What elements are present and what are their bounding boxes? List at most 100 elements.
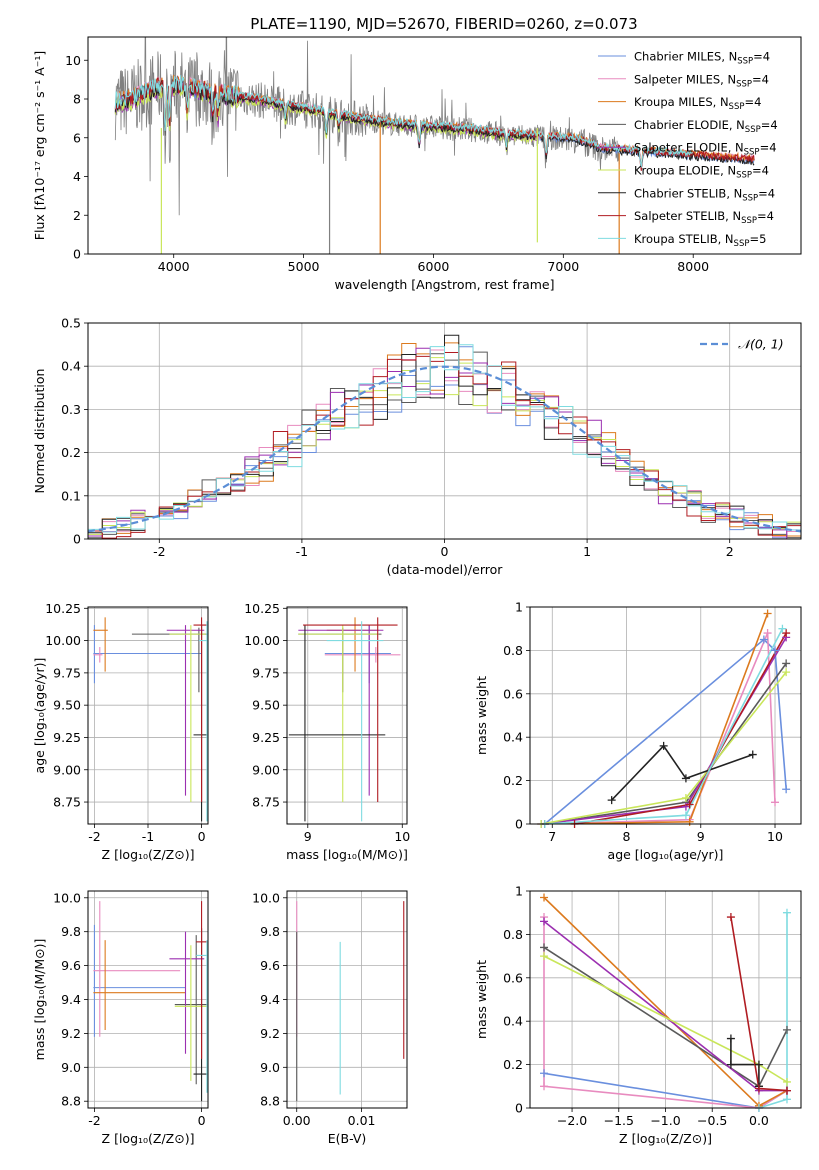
spectrum-frame <box>87 36 802 255</box>
weight-vs-age-ytick-label: 0.4 <box>503 730 523 745</box>
mass-vs-Z-frame <box>87 890 209 1109</box>
age-vs-Z-ytick-label: 9.50 <box>53 698 81 713</box>
residuals-ylabel: Normed distribution <box>32 369 47 494</box>
weight-vs-Z-xlabel: Z [log₁₀(Z/Z⊙)] <box>619 1131 712 1146</box>
mass-vs-Z-ytick-label: 9.4 <box>61 992 81 1007</box>
age-vs-Z-xtick-label: 0 <box>198 829 206 844</box>
weight-marker <box>540 952 549 961</box>
weight-vs-Z-xtick-label: 0.0 <box>749 1113 769 1128</box>
mass-vs-ebv-ytick-label: 9.4 <box>260 992 280 1007</box>
spectrum-xtick-label: 5000 <box>288 259 320 274</box>
legend-entry-sub: SSP <box>729 102 745 112</box>
weight-marker <box>726 1034 735 1043</box>
weight-marker <box>782 1077 791 1086</box>
weight-vs-age-xtick-label: 7 <box>548 829 556 844</box>
weight-marker <box>754 1084 763 1093</box>
weight-line-chabrier-stelib <box>611 744 753 801</box>
weight-line-salpeter-miles <box>544 632 776 824</box>
weight-line-chabrier-stelib <box>730 1038 760 1087</box>
mass-vs-ebv-xlabel: E(B-V) <box>328 1131 367 1146</box>
mass-vs-ebv-ytick-label: 8.8 <box>260 1094 280 1109</box>
weight-marker <box>763 629 772 638</box>
weight-marker <box>681 793 690 802</box>
age-vs-Z-frame <box>87 606 209 825</box>
age-vs-Z-xtick-label: -2 <box>88 829 100 844</box>
weight-vs-age-ytick-label: 0.2 <box>503 773 523 788</box>
histogram-kroupa-stelib <box>88 344 801 533</box>
weight-marker <box>748 750 757 759</box>
weight-vs-Z-xtick-label: −2.0 <box>557 1113 587 1128</box>
weight-vs-age-xtick-label: 9 <box>697 829 705 844</box>
legend-entry-tail: =4 <box>761 118 778 132</box>
spectrum-plot-area <box>114 37 755 254</box>
age-vs-Z-ylabel: age [log₁₀(age/yr)] <box>32 658 47 774</box>
legend-entry-sub: SSP <box>737 57 753 67</box>
weight-vs-Z-ytick-label: 0.6 <box>503 970 523 985</box>
mass-vs-ebv-xtick-label: 0.01 <box>348 1113 376 1128</box>
age-vs-mass-ytick-label: 9.00 <box>252 762 280 777</box>
legend-entry-sub: SSP <box>734 239 750 249</box>
weight-marker <box>540 917 549 926</box>
weight-vs-Z-ytick-label: 0.2 <box>503 1057 523 1072</box>
residuals-ytick-label: 0.5 <box>61 316 81 331</box>
legend-entry-tail: =4 <box>752 72 769 86</box>
spectrum-ylabel: Flux [fλ10⁻¹⁷ erg cm⁻² s⁻¹ A⁻¹] <box>32 51 47 240</box>
age-vs-mass-ytick-label: 8.75 <box>252 795 280 810</box>
weight-marker <box>782 1025 791 1034</box>
mass-vs-ebv-ytick-label: 9.2 <box>260 1026 280 1041</box>
mass-vs-Z-ytick-label: 10.0 <box>53 890 81 905</box>
weight-vs-age-panel: 7 8 9 10 0 0.2 0.4 0.6 0.8 1 age [log₁₀(age/yr)] ma… <box>474 600 802 862</box>
model-line-kroupa-stelib <box>114 75 694 168</box>
mass-vs-ebv-ytick-label: 9.8 <box>260 924 280 939</box>
mass-vs-ebv-xtick-label: 0.00 <box>283 1113 311 1128</box>
legend-entry: Salpeter ELODIE, NSSP=4 <box>634 141 777 158</box>
weight-marker <box>540 1069 549 1078</box>
weight-vs-age-frame <box>529 606 802 825</box>
weight-marker <box>771 646 780 655</box>
weight-marker <box>726 1060 735 1069</box>
mass-vs-Z-ytick-label: 9.2 <box>61 1026 81 1041</box>
legend-entry-label: Chabrier STELIB, N <box>634 186 742 200</box>
legend-entry: Kroupa MILES, NSSP=4 <box>634 95 761 112</box>
weight-vs-age-plot-area <box>540 613 787 824</box>
weight-marker <box>778 624 787 633</box>
residuals-xtick-label: 2 <box>726 544 734 559</box>
residuals-ytick-label: 0.1 <box>61 488 81 503</box>
mass-vs-ebv-panel: 0.00 0.01 8.8 9.0 9.2 9.4 9.6 9.8 10.0 E(B-V) <box>252 890 408 1146</box>
residuals-xtick-label: -2 <box>153 544 165 559</box>
spectrum-ytick-label: 0 <box>73 247 81 262</box>
weight-marker <box>782 659 791 668</box>
residuals-frame <box>87 322 802 540</box>
residuals-plot-area <box>88 334 801 539</box>
age-vs-Z-ytick-label: 10.00 <box>45 633 81 648</box>
legend-entry-tail: =4 <box>758 186 775 200</box>
weight-vs-Z-xtick-label: −1.5 <box>604 1113 634 1128</box>
legend-entry: Kroupa STELIB, NSSP=5 <box>634 232 766 249</box>
weight-marker <box>681 774 690 783</box>
legend-entry-label: Chabrier ELODIE, N <box>634 118 745 132</box>
weight-marker <box>771 798 780 807</box>
residuals-legend: 𝒩(0, 1) <box>700 337 784 352</box>
mass-vs-Z-ytick-label: 8.8 <box>61 1094 81 1109</box>
weight-vs-Z-ytick-label: 0.4 <box>503 1014 523 1029</box>
weight-marker <box>681 811 690 820</box>
age-vs-Z-ytick-label: 9.00 <box>53 762 81 777</box>
weight-line-salpeter-miles <box>543 917 788 1108</box>
mass-vs-Z-xlabel: Z [log₁₀(Z/Z⊙)] <box>102 1131 195 1146</box>
legend-entry-tail: =4 <box>757 209 774 223</box>
legend-entry-label: Chabrier MILES, N <box>634 50 737 64</box>
residuals-ytick-label: 0.3 <box>61 402 81 417</box>
age-vs-mass-ytick-label: 9.50 <box>252 698 280 713</box>
mass-vs-Z-ytick-label: 9.0 <box>61 1060 81 1075</box>
mass-vs-ebv-ytick-label: 9.0 <box>260 1060 280 1075</box>
residuals-ytick-label: 0 <box>73 532 81 547</box>
mass-vs-Z-ylabel: mass [log₁₀(M/M⊙)] <box>32 939 47 1061</box>
weight-vs-age-ytick-label: 1 <box>515 600 523 615</box>
age-vs-mass-ytick-label: 9.25 <box>252 730 280 745</box>
spectrum-ytick-label: 8 <box>73 92 81 107</box>
legend-entry: Salpeter MILES, NSSP=4 <box>634 72 769 89</box>
mass-vs-Z-panel: -2 0 8.8 9.0 9.2 9.4 9.6 9.8 10.0 Z [log₁₀(Z/Z⊙)]… <box>32 890 209 1146</box>
legend-entry-tail: =5 <box>749 232 766 246</box>
age-vs-Z-ytick-label: 10.25 <box>45 601 81 616</box>
